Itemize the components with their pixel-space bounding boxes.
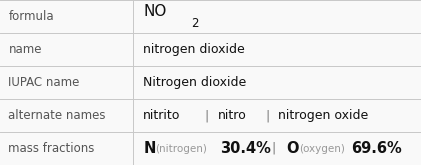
Text: |: | (272, 142, 276, 155)
Text: 69.6%: 69.6% (352, 141, 402, 156)
Text: IUPAC name: IUPAC name (8, 76, 80, 89)
Text: nitrito: nitrito (143, 109, 181, 122)
Text: 30.4%: 30.4% (220, 141, 271, 156)
Text: mass fractions: mass fractions (8, 142, 95, 155)
Text: (nitrogen): (nitrogen) (155, 144, 207, 153)
Text: name: name (8, 43, 42, 56)
Text: |: | (205, 109, 209, 122)
Text: (oxygen): (oxygen) (299, 144, 345, 153)
Text: |: | (265, 109, 269, 122)
Text: 2: 2 (192, 17, 199, 30)
Text: formula: formula (8, 10, 54, 23)
Text: N: N (143, 141, 155, 156)
Text: NO: NO (143, 4, 167, 19)
Text: alternate names: alternate names (8, 109, 106, 122)
Text: nitrogen oxide: nitrogen oxide (278, 109, 369, 122)
Text: Nitrogen dioxide: Nitrogen dioxide (143, 76, 246, 89)
Text: nitrogen dioxide: nitrogen dioxide (143, 43, 245, 56)
Text: O: O (287, 141, 299, 156)
Text: nitro: nitro (218, 109, 247, 122)
